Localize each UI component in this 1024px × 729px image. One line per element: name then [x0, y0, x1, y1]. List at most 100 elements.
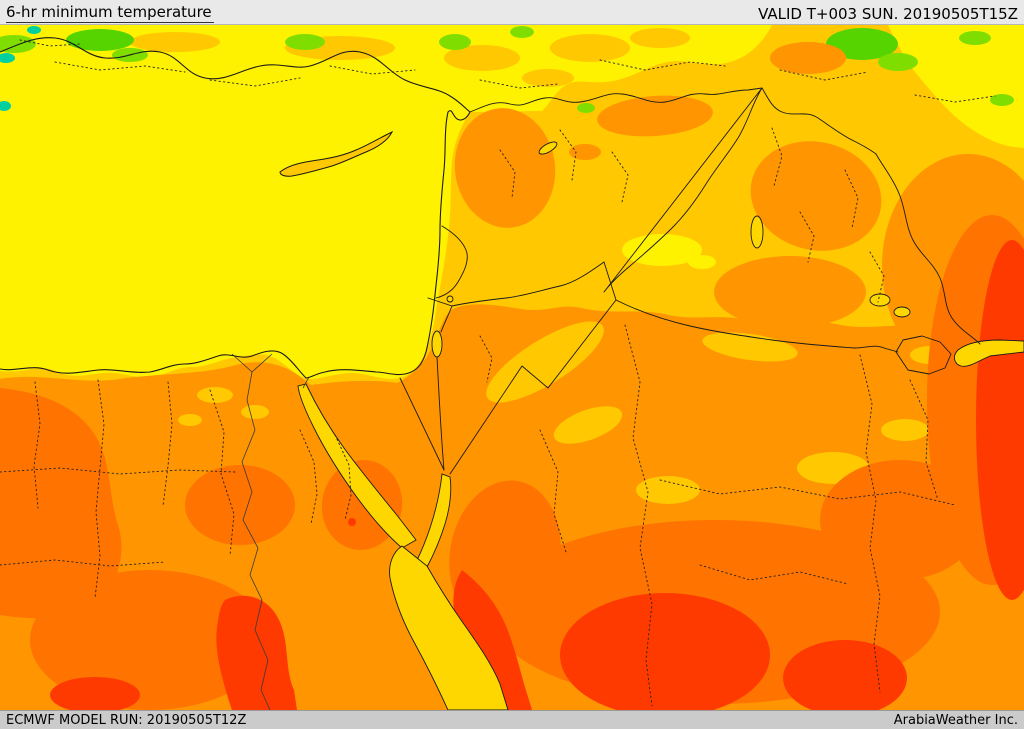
temp-contour-blob — [702, 332, 798, 362]
nile-delta-branch — [231, 353, 253, 373]
country-border — [895, 335, 952, 375]
admin-boundary-line — [329, 65, 416, 75]
mediterranean-coastline — [0, 37, 471, 379]
map-title: 6-hr minimum temperature — [6, 3, 214, 23]
temp-contour-blob — [27, 26, 41, 34]
brand-label: ArabiaWeather Inc. — [893, 712, 1018, 728]
header-bar: 6-hr minimum temperature VALID T+003 SUN… — [0, 0, 1024, 25]
red-hottest-region — [50, 240, 1024, 710]
admin-boundary-line — [162, 381, 173, 507]
admin-boundaries — [0, 39, 996, 707]
admin-boundary-line — [799, 211, 815, 263]
admin-boundary-line — [33, 381, 41, 509]
admin-boundary-line — [559, 129, 577, 181]
country-border — [603, 87, 763, 301]
valid-time-label: VALID T+003 SUN. 20190505T15Z — [758, 5, 1018, 23]
temp-contour-blob — [560, 593, 770, 710]
gold-patches-north — [130, 28, 690, 87]
country-border — [440, 305, 453, 333]
admin-boundary-line — [659, 479, 956, 506]
country-border — [875, 153, 981, 345]
admin-boundary-line — [844, 169, 859, 229]
yellow-cool-region — [0, 25, 1024, 379]
admin-boundary-line — [914, 94, 996, 103]
admin-boundary-line — [624, 324, 653, 707]
temp-contour-blob — [30, 570, 270, 710]
temp-contour-blob — [0, 101, 11, 111]
temp-contour-blob — [826, 28, 898, 60]
temp-contour-blob — [348, 518, 356, 526]
temp-contour-blob — [522, 69, 574, 87]
temp-contour-blob — [990, 94, 1014, 106]
temp-contour-blob — [486, 321, 604, 403]
temp-contour-blob — [241, 405, 269, 419]
temp-contour-blob — [0, 25, 772, 379]
water-bodies — [297, 141, 1024, 710]
temp-contour-blob — [197, 387, 233, 403]
admin-boundary-line — [54, 61, 186, 73]
admin-boundary-line — [209, 77, 301, 87]
country-border — [399, 377, 445, 471]
temp-contour-blob — [636, 476, 700, 504]
temp-contour-blob — [444, 45, 520, 71]
temp-contour-blob — [888, 25, 1024, 148]
temp-contour-blob — [878, 53, 918, 71]
lake-assad — [538, 141, 558, 155]
admin-boundary-line — [699, 564, 849, 585]
persian-gulf — [954, 339, 1024, 367]
gulf-of-suez — [297, 383, 417, 549]
temp-contour-blob — [569, 144, 601, 160]
temp-contour-blob — [630, 28, 690, 48]
temp-contour-blob — [688, 255, 716, 269]
temp-contour-blob — [178, 414, 202, 426]
rivers — [231, 353, 310, 710]
temp-contour-blob — [50, 677, 140, 710]
temp-contour-blob — [881, 419, 929, 441]
coastlines — [0, 37, 471, 379]
admin-boundary-line — [0, 559, 166, 567]
admin-boundary-line — [859, 354, 881, 693]
temp-contour-blob — [453, 570, 532, 710]
iraqi-marsh-lake — [869, 293, 891, 307]
country-border — [469, 87, 877, 155]
cyprus-island — [279, 130, 394, 177]
temp-contour-blob — [130, 32, 220, 52]
country-border — [615, 299, 899, 353]
suez-canal — [302, 376, 310, 389]
country-border — [435, 225, 468, 299]
temp-contour-blob — [714, 256, 866, 328]
admin-boundary-line — [599, 59, 726, 71]
admin-boundary-line — [611, 151, 629, 203]
admin-boundary-line — [479, 79, 559, 89]
temp-contour-blob — [622, 234, 702, 266]
admin-boundary-line — [779, 69, 869, 81]
temp-contour-blob — [66, 29, 134, 51]
temp-contour-blob — [285, 34, 325, 50]
admin-boundary-line — [499, 149, 516, 199]
temp-contour-blob — [820, 460, 980, 580]
temp-contour-blob — [553, 406, 623, 444]
admin-boundary-line — [94, 379, 105, 599]
temp-contour-blob — [439, 34, 471, 50]
admin-boundary-line — [539, 429, 567, 553]
temperature-map — [0, 25, 1024, 710]
temp-contour-blob — [770, 42, 846, 74]
admin-boundary-line — [19, 39, 81, 47]
red-sea — [389, 545, 509, 710]
temp-contour-blob — [185, 465, 295, 545]
temp-contour-blob — [976, 240, 1024, 600]
country-border — [449, 299, 617, 475]
temp-contour-blob — [216, 595, 297, 710]
country-border — [427, 297, 453, 307]
temp-contour-blob — [597, 95, 713, 137]
nile-river — [241, 371, 271, 710]
sea-of-galilee — [446, 295, 454, 303]
nile-delta-branch — [251, 353, 273, 373]
temp-contour-blob — [959, 31, 991, 45]
model-run-label: ECMWF MODEL RUN: 20190505T12Z — [6, 712, 247, 728]
admin-boundary-line — [479, 335, 493, 383]
map-area — [0, 25, 1024, 710]
temp-contour-blob — [0, 53, 15, 63]
country-border — [451, 261, 605, 307]
temp-contour-blob — [550, 34, 630, 62]
